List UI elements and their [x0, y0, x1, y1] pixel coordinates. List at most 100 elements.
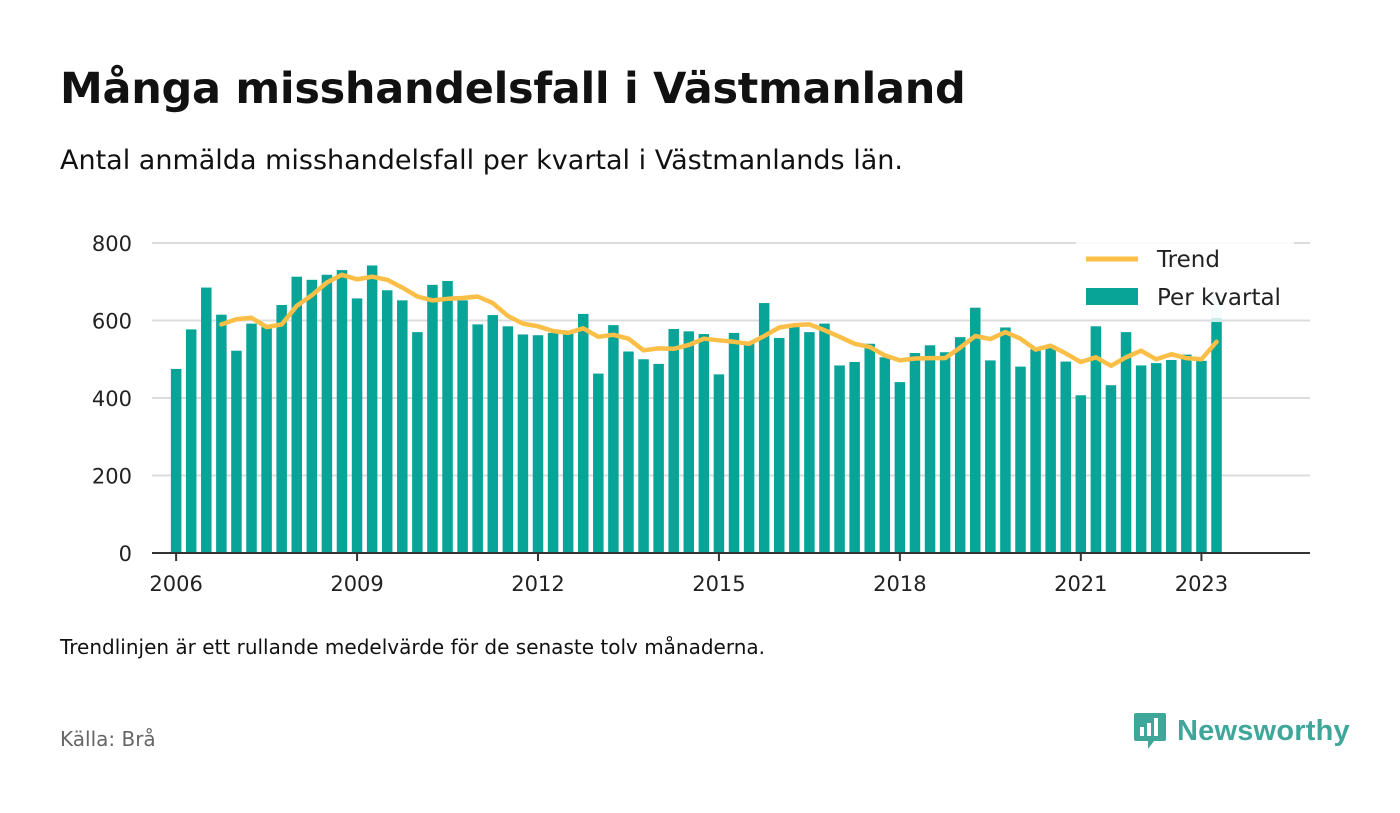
y-tick-label: 600: [92, 310, 132, 334]
bar-2016-Q2: [789, 325, 800, 553]
bar-2020-Q1: [1015, 366, 1026, 553]
bar-2017-Q3: [864, 343, 875, 553]
bar-2014-Q2: [668, 329, 679, 553]
bar-2011-Q3: [502, 326, 514, 553]
bar-2016-Q4: [819, 323, 830, 553]
bar-2022-Q3: [1166, 360, 1177, 553]
bar-2019-Q4: [1000, 327, 1011, 553]
y-tick-label: 400: [92, 387, 132, 411]
bar-2009-Q4: [397, 300, 408, 553]
bar-2021-Q1: [1075, 395, 1087, 553]
bar-2009-Q1: [351, 298, 363, 553]
chart-title: Många misshandelsfall i Västmanland: [60, 64, 966, 114]
bar-2021-Q2: [1090, 326, 1102, 553]
bars: [170, 265, 1222, 553]
bar-2009-Q2: [366, 265, 378, 553]
bar-2015-Q4: [758, 303, 770, 553]
x-tick-label: 2012: [511, 572, 564, 596]
y-tick-label: 0: [119, 542, 132, 566]
bar-2018-Q1: [894, 382, 906, 553]
legend: Trend Per kvartal: [1076, 242, 1294, 318]
legend-bar-swatch: [1086, 288, 1138, 305]
bar-2011-Q2: [487, 315, 499, 553]
bar-2007-Q2: [246, 323, 257, 553]
bar-2019-Q2: [970, 307, 981, 553]
bar-2010-Q3: [442, 280, 453, 553]
bar-2014-Q3: [683, 331, 695, 553]
bar-2010-Q1: [412, 332, 423, 553]
bar-2011-Q1: [472, 324, 483, 553]
chart-note: Trendlinjen är ett rullande medelvärde f…: [60, 635, 766, 659]
bar-2006-Q4: [216, 314, 227, 553]
bar-2016-Q1: [774, 337, 785, 553]
y-tick-label: 800: [92, 232, 132, 256]
source-text: Källa: Brå: [60, 727, 156, 751]
bar-2013-Q3: [623, 351, 634, 553]
x-tick-label: 2021: [1054, 572, 1107, 596]
bar-2012-Q3: [562, 332, 574, 553]
y-axis-ticks: 0 200 400 600 800: [92, 232, 132, 566]
bar-2013-Q4: [638, 359, 649, 553]
bar-2006-Q1: [170, 368, 182, 553]
legend-background: [1076, 242, 1294, 318]
x-tick-label: 2015: [692, 572, 745, 596]
brand-logo: Newsworthy: [1133, 711, 1350, 751]
bar-2012-Q1: [532, 335, 544, 553]
bar-2022-Q2: [1150, 363, 1162, 553]
bar-2019-Q3: [985, 360, 996, 553]
bar-2007-Q3: [261, 327, 272, 553]
bar-2012-Q4: [577, 313, 589, 553]
bar-2021-Q4: [1120, 332, 1132, 553]
bar-2020-Q4: [1060, 361, 1071, 553]
y-tick-label: 200: [92, 465, 132, 489]
bar-2016-Q3: [804, 332, 815, 553]
bar-2007-Q4: [276, 305, 287, 553]
bar-2022-Q4: [1181, 354, 1192, 553]
bar-2015-Q3: [743, 341, 755, 553]
x-tick-label: 2023: [1175, 572, 1228, 596]
x-axis-ticks: 2006 2009 2012 2015 2018 2021 2023: [149, 553, 1228, 596]
bar-2015-Q1: [713, 374, 725, 553]
bar-2006-Q3: [201, 287, 212, 553]
bar-2009-Q3: [381, 290, 393, 553]
bar-2020-Q3: [1045, 346, 1056, 553]
bar-2008-Q1: [291, 276, 302, 553]
bar-2021-Q3: [1105, 385, 1117, 553]
bar-2007-Q1: [231, 350, 242, 553]
legend-trend-label: Trend: [1156, 247, 1220, 273]
bar-2013-Q2: [608, 325, 619, 553]
bar-2011-Q4: [517, 334, 529, 553]
x-tick-label: 2018: [873, 572, 926, 596]
bar-2022-Q1: [1135, 365, 1147, 553]
bar-2018-Q4: [939, 352, 951, 553]
bar-2008-Q4: [336, 270, 348, 553]
bar-2019-Q1: [954, 337, 966, 553]
bar-2008-Q3: [321, 274, 333, 553]
trend-line: [219, 272, 1219, 369]
bar-2014-Q4: [698, 334, 710, 553]
bar-2013-Q1: [593, 373, 604, 553]
bar-2010-Q2: [427, 284, 438, 553]
bar-2023-Q2: [1211, 322, 1222, 553]
bar-2012-Q2: [547, 332, 559, 553]
bar-2017-Q2: [849, 361, 860, 553]
bar-2010-Q4: [457, 300, 468, 553]
bar-2018-Q3: [924, 345, 936, 553]
bar-2017-Q4: [879, 357, 891, 553]
bar-2006-Q2: [185, 329, 197, 553]
bar-2014-Q1: [653, 363, 664, 553]
bar-2008-Q2: [306, 279, 318, 553]
bar-2020-Q2: [1030, 349, 1041, 553]
chart-subtitle: Antal anmälda misshandelsfall per kvarta…: [60, 145, 903, 176]
bar-2018-Q2: [909, 353, 921, 553]
x-tick-label: 2009: [330, 572, 383, 596]
brand-name: Newsworthy: [1177, 714, 1350, 747]
newsworthy-logo-icon: [1134, 713, 1166, 749]
bar-2017-Q1: [834, 365, 845, 553]
bar-2015-Q2: [728, 332, 740, 553]
legend-bar-label: Per kvartal: [1157, 285, 1281, 311]
x-tick-label: 2006: [149, 572, 202, 596]
bar-2023-Q1: [1196, 360, 1207, 553]
trend-series: [219, 272, 1219, 369]
